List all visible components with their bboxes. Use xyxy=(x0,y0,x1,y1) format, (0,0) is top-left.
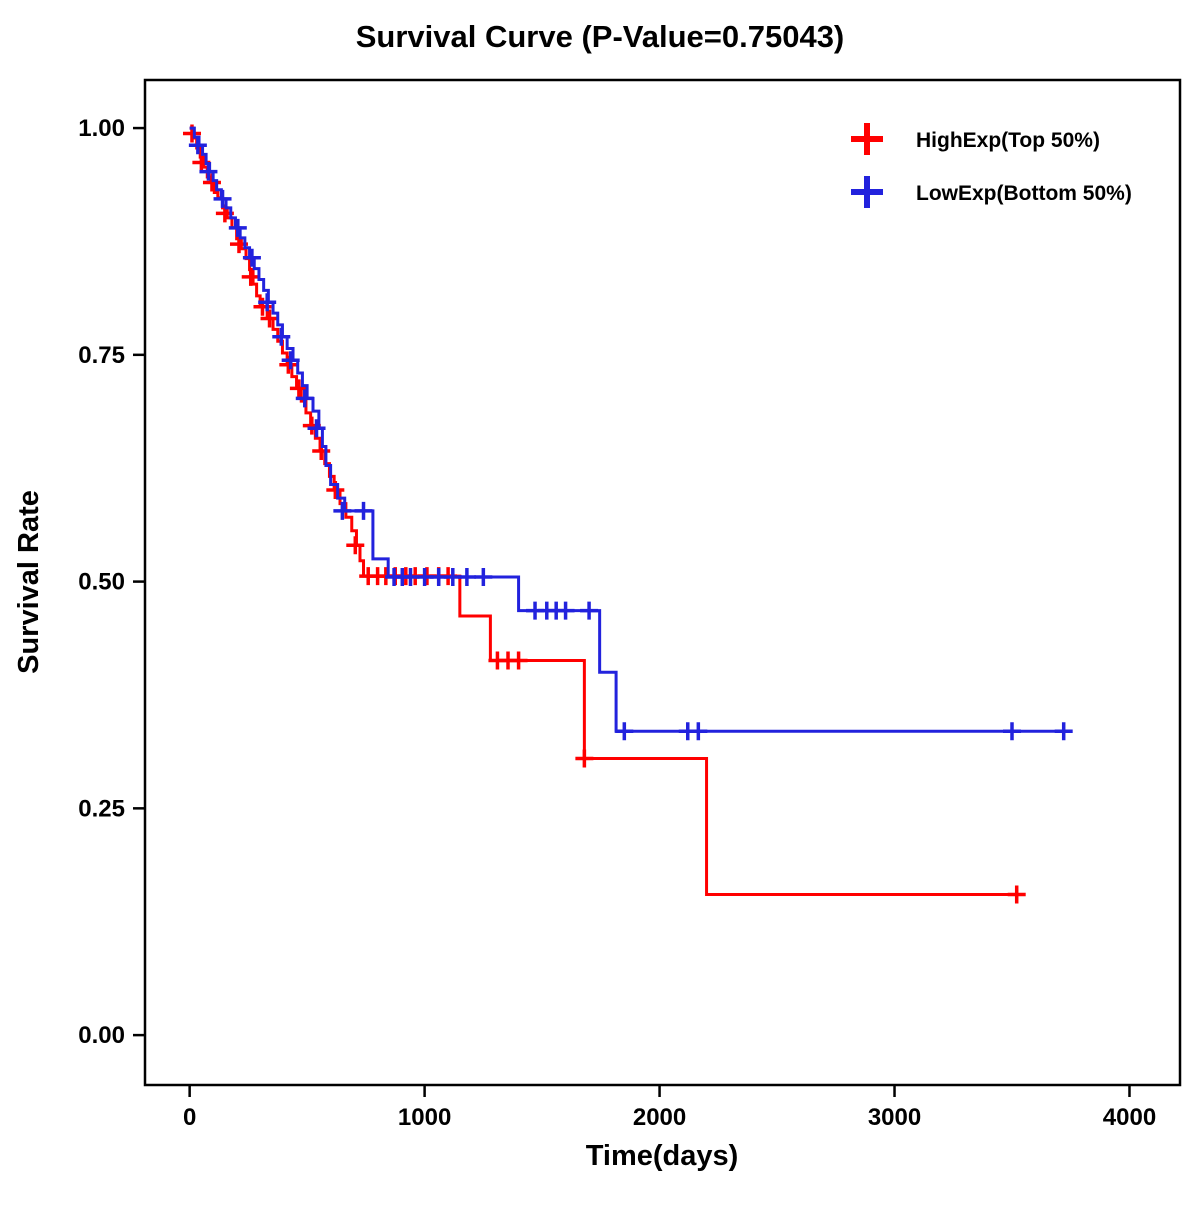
censor-mark-lowexp xyxy=(228,218,247,237)
censor-mark-lowexp xyxy=(1003,722,1021,741)
censor-mark-lowexp xyxy=(1054,722,1073,741)
censor-mark-highexp xyxy=(346,536,365,555)
x-tick-label: 2000 xyxy=(633,1104,686,1131)
censor-mark-lowexp xyxy=(258,293,277,312)
censor-mark-lowexp xyxy=(354,501,373,520)
censor-mark-highexp xyxy=(260,309,279,328)
y-tick-label: 1.00 xyxy=(78,115,125,142)
x-tick-label: 4000 xyxy=(1103,1104,1156,1131)
censor-mark-highexp xyxy=(279,355,298,374)
censor-mark-lowexp xyxy=(272,327,291,346)
censor-mark-highexp xyxy=(1007,885,1026,904)
censor-mark-lowexp xyxy=(199,162,218,181)
censor-mark-highexp xyxy=(509,651,528,670)
legend-label-lowexp: LowExp(Bottom 50%) xyxy=(916,182,1132,205)
chart-title: Survival Curve (P-Value=0.75043) xyxy=(356,19,845,54)
legend: HighExp(Top 50%) LowExp(Bottom 50%) xyxy=(851,123,1132,208)
censor-mark-lowexp xyxy=(580,601,599,620)
x-tick-label: 3000 xyxy=(868,1104,921,1131)
y-tick-label: 0.00 xyxy=(78,1022,125,1049)
y-tick-label: 0.25 xyxy=(78,795,125,822)
censor-mark-lowexp xyxy=(615,722,634,741)
legend-label-highexp: HighExp(Top 50%) xyxy=(916,129,1100,152)
censor-mark-highexp xyxy=(575,749,594,768)
survival-curve-highexp xyxy=(189,126,1017,897)
censor-mark-lowexp xyxy=(556,601,575,620)
y-tick-label: 0.75 xyxy=(78,342,125,369)
plot-border xyxy=(143,78,1182,1087)
censor-mark-lowexp xyxy=(188,136,207,155)
x-tick-label: 1000 xyxy=(398,1104,451,1131)
censor-mark-lowexp xyxy=(333,501,352,520)
censor-mark-lowexp xyxy=(457,568,476,587)
x-axis-label: Time(days) xyxy=(586,1140,739,1172)
x-tick-label: 0 xyxy=(183,1104,196,1131)
survival-curve-lowexp xyxy=(189,126,1064,733)
legend-marker-highexp xyxy=(851,123,883,155)
censor-mark-lowexp xyxy=(213,189,232,208)
censor-mark-lowexp xyxy=(242,248,261,267)
censor-mark-lowexp xyxy=(307,419,326,438)
y-tick-label: 0.50 xyxy=(78,569,125,596)
plot-area: 0 1000 2000 3000 4000 0.00 0.25 0.50 0.75 1.00 xyxy=(78,78,1182,1131)
censor-mark-highexp xyxy=(241,267,260,286)
legend-marker-lowexp xyxy=(851,176,883,208)
censor-mark-highexp xyxy=(289,379,308,398)
censor-mark-lowexp xyxy=(281,351,300,370)
y-axis-label: Survival Rate xyxy=(13,490,45,674)
censor-mark-lowexp xyxy=(474,568,493,587)
censor-mark-lowexp xyxy=(689,722,708,741)
censor-mark-lowexp xyxy=(295,389,314,408)
